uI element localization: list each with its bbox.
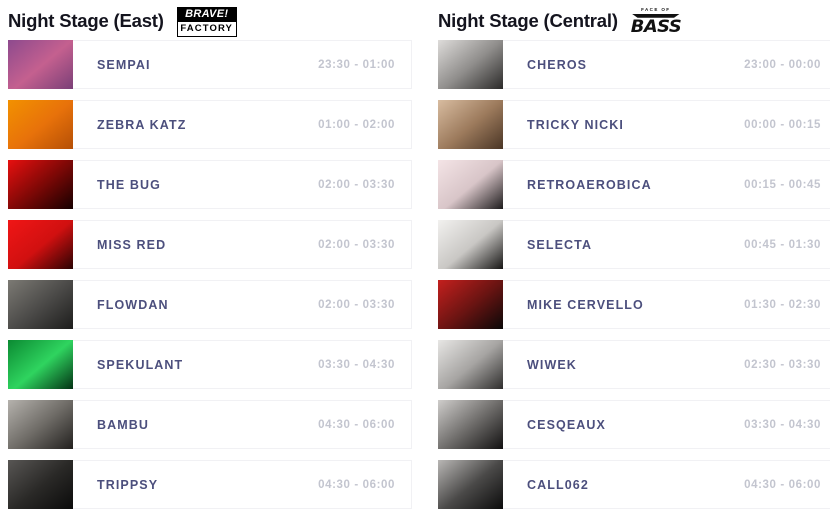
lineup-list-central: CHEROS 23:00 - 00:00 TRICKY NICKI 00:00 - 0… [438, 40, 830, 509]
artist-name: TRICKY NICKI [527, 117, 625, 132]
artist-name: SPEKULANT [97, 357, 184, 372]
lineup-row[interactable]: THE BUG 02:00 - 03:30 [8, 160, 412, 209]
lineup-row[interactable]: TRIPPSY 04:30 - 06:00 [8, 460, 412, 509]
artist-name: ZEBRA KATZ [97, 117, 187, 132]
brave-factory-logo-line1: BRAVE! [177, 8, 236, 23]
brave-factory-logo-line2: FACTORY [177, 22, 236, 36]
set-time: 04:30 - 06:00 [318, 418, 395, 431]
artist-name: SEMPAI [97, 57, 151, 72]
artist-thumbnail-retroaerobica [438, 160, 503, 209]
set-time: 04:30 - 06:00 [318, 478, 395, 491]
face-of-bass-logo-wing [631, 13, 680, 18]
set-time: 02:30 - 03:30 [744, 358, 821, 371]
stage-title-central: Night Stage (Central) [438, 10, 618, 31]
lineup-row[interactable]: CHEROS 23:00 - 00:00 [438, 40, 830, 89]
artist-name: MISS RED [97, 237, 167, 252]
artist-thumbnail-miss-red [8, 220, 73, 269]
set-time: 03:30 - 04:30 [318, 358, 395, 371]
artist-name: FLOWDAN [97, 297, 169, 312]
artist-thumbnail-zebra-katz [8, 100, 73, 149]
stage-column-east: Night Stage (East) BRAVE! FACTORY SEMPAI… [8, 0, 434, 509]
artist-thumbnail-selecta [438, 220, 503, 269]
artist-thumbnail-wiwek [438, 340, 503, 389]
artist-thumbnail-cesqeaux [438, 400, 503, 449]
set-time: 00:45 - 01:30 [744, 238, 821, 251]
lineup-row[interactable]: TRICKY NICKI 00:00 - 00:15 [438, 100, 830, 149]
artist-thumbnail-call062 [438, 460, 503, 509]
artist-name: THE BUG [97, 177, 161, 192]
lineup-row[interactable]: BAMBU 04:30 - 06:00 [8, 400, 412, 449]
lineup-row[interactable]: MISS RED 02:00 - 03:30 [8, 220, 412, 269]
artist-thumbnail-tricky-nicki [438, 100, 503, 149]
artist-name: SELECTA [527, 237, 593, 252]
artist-thumbnail-flowdan [8, 280, 73, 329]
artist-thumbnail-sempai [8, 40, 73, 89]
lineup-row[interactable]: SELECTA 00:45 - 01:30 [438, 220, 830, 269]
artist-name: CALL062 [527, 477, 589, 492]
artist-thumbnail-spekulant [8, 340, 73, 389]
artist-name: BAMBU [97, 417, 150, 432]
set-time: 04:30 - 06:00 [744, 478, 821, 491]
artist-name: CHEROS [527, 57, 588, 72]
brave-factory-logo: BRAVE! FACTORY [176, 7, 237, 37]
artist-thumbnail-trippsy [8, 460, 73, 509]
set-time: 02:00 - 03:30 [318, 238, 395, 251]
artist-thumbnail-the-bug [8, 160, 73, 209]
artist-name: WIWEK [527, 357, 577, 372]
face-of-bass-logo-word: BASS [630, 16, 682, 37]
lineup-row[interactable]: RETROAEROBICA 00:15 - 00:45 [438, 160, 830, 209]
set-time: 02:00 - 03:30 [318, 298, 395, 311]
artist-thumbnail-mike-cervello [438, 280, 503, 329]
stage-header-east: Night Stage (East) BRAVE! FACTORY [8, 0, 434, 40]
set-time: 01:00 - 02:00 [318, 118, 395, 131]
lineup-row[interactable]: WIWEK 02:30 - 03:30 [438, 340, 830, 389]
set-time: 00:00 - 00:15 [744, 118, 821, 131]
artist-name: RETROAEROBICA [527, 177, 652, 192]
lineup-row[interactable]: ZEBRA KATZ 01:00 - 02:00 [8, 100, 412, 149]
set-time: 23:00 - 00:00 [744, 58, 821, 71]
stage-header-central: Night Stage (Central) FACE OF BASS [438, 0, 830, 40]
set-time: 03:30 - 04:30 [744, 418, 821, 431]
set-time: 01:30 - 02:30 [744, 298, 821, 311]
lineup-row[interactable]: CESQEAUX 03:30 - 04:30 [438, 400, 830, 449]
set-time: 00:15 - 00:45 [744, 178, 821, 191]
face-of-bass-logo-kicker: FACE OF [641, 7, 671, 13]
lineup-row[interactable]: FLOWDAN 02:00 - 03:30 [8, 280, 412, 329]
lineup-row[interactable]: MIKE CERVELLO 01:30 - 02:30 [438, 280, 830, 329]
artist-name: CESQEAUX [527, 417, 606, 432]
set-time: 23:30 - 01:00 [318, 58, 395, 71]
lineup-row[interactable]: CALL062 04:30 - 06:00 [438, 460, 830, 509]
stage-column-central: Night Stage (Central) FACE OF BASS CHERO… [434, 0, 830, 519]
lineup-list-east: SEMPAI 23:30 - 01:00 ZEBRA KATZ 01:00 - 02:… [8, 40, 434, 509]
artist-thumbnail-cheros [438, 40, 503, 89]
stage-title-east: Night Stage (East) [8, 10, 164, 31]
lineup-row[interactable]: SEMPAI 23:30 - 01:00 [8, 40, 412, 89]
lineup-row[interactable]: SPEKULANT 03:30 - 04:30 [8, 340, 412, 389]
artist-name: MIKE CERVELLO [527, 297, 644, 312]
face-of-bass-logo: FACE OF BASS [630, 7, 682, 37]
artist-name: TRIPPSY [97, 477, 159, 492]
artist-thumbnail-bambu [8, 400, 73, 449]
set-time: 02:00 - 03:30 [318, 178, 395, 191]
